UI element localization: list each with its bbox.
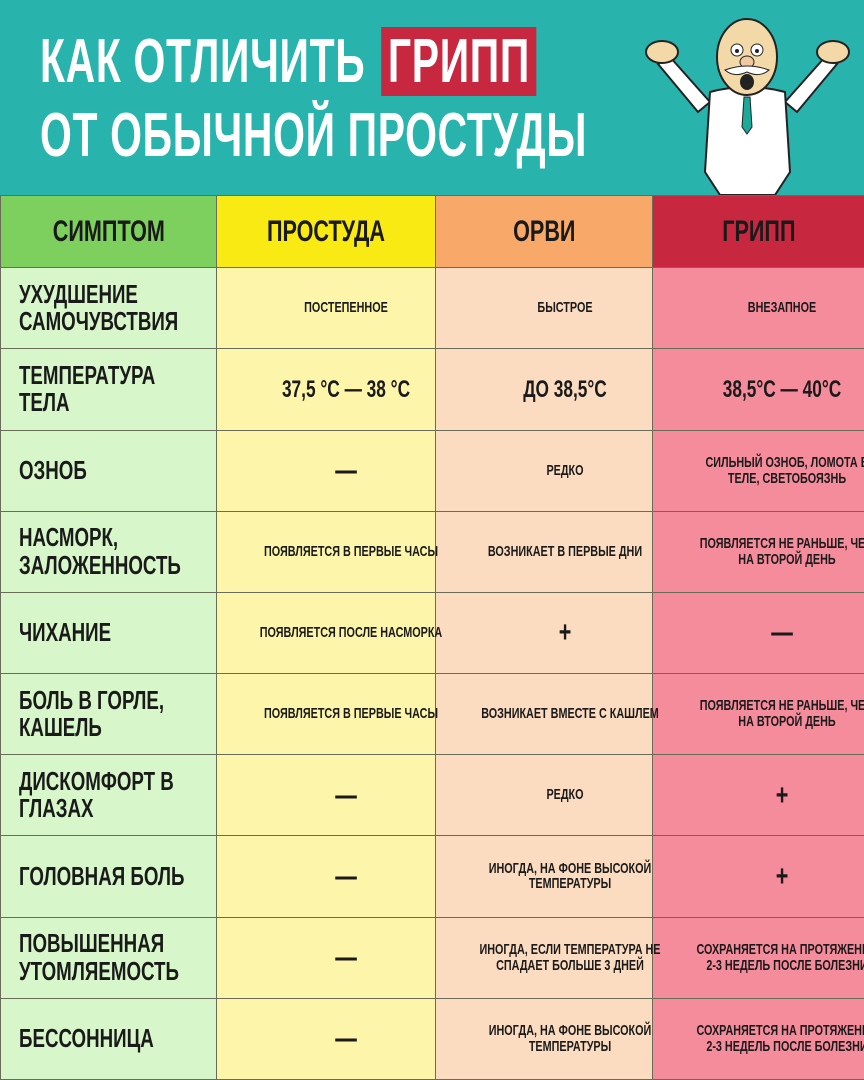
cold-cell: 37,5 °С — 38 °С [216, 348, 436, 431]
header-cold: ПРОСТУДА [216, 194, 436, 269]
table-row: ЧИХАНИЕ ПОЯВЛЯЕТСЯ ПОСЛЕ НАСМОРКА + — [0, 591, 864, 675]
table-row: ДИСКОМФОРТ В ГЛАЗАХ — РЕДКО + [0, 754, 864, 837]
flu-cell: СОХРАНЯЕТСЯ НА ПРОТЯЖЕННИ 2-3 НЕДЕЛЬ ПОС… [652, 916, 864, 999]
symptom-cell: БОЛЬ В ГОРЛЕ, КАШЕЛЬ [0, 673, 217, 756]
table-row: УХУДШЕНИЕ САМОЧУВСТВИЯ ПОСТЕПЕННОЕ БЫСТРОЕ… [0, 267, 864, 350]
flu-cell: + [652, 835, 864, 918]
arvi-cell: ИНОГДА, НА ФОНЕ ВЫСОКОЙ ТЕМПЕРАТУРЫ [435, 997, 653, 1080]
header-arvi: ОРВИ [435, 194, 653, 269]
doctor-illustration [645, 18, 850, 195]
title-line-1: КАК ОТЛИЧИТЬ ГРИПП [40, 26, 537, 97]
cold-cell: ПОЯВЛЯЕТСЯ В ПЕРВЫЕ ЧАСЫ [216, 673, 438, 756]
flu-cell: — [652, 591, 864, 675]
table-row: ОЗНОБ — РЕДКО СИЛЬНЫЙ ОЗНОБ, ЛОМОТА В ТЕЛЕ,… [0, 429, 864, 512]
cold-cell: ПОЯВЛЯЕТСЯ ПОСЛЕ НАСМОРКА [216, 591, 442, 675]
table-row: БЕССОННИЦА — ИНОГДА, НА ФОНЕ ВЫСОКОЙ ТЕМПЕ… [0, 997, 864, 1080]
header-flu: ГРИПП [652, 194, 864, 269]
symptom-cell: ГОЛОВНАЯ БОЛЬ [0, 835, 217, 918]
title-highlight: ГРИПП [381, 27, 537, 96]
cold-cell: — [216, 429, 436, 512]
table-row: ГОЛОВНАЯ БОЛЬ — ИНОГДА, НА ФОНЕ ВЫСОКОЙ ТЕ… [0, 835, 864, 918]
table-row: БОЛЬ В ГОРЛЕ, КАШЕЛЬ ПОЯВЛЯЕТСЯ В ПЕРВЫЕ … [0, 673, 864, 756]
symptom-cell: НАСМОРК, ЗАЛОЖЕННОСТЬ [0, 510, 217, 593]
table-row: ПОВЫШЕННАЯ УТОМЛЯЕМОСТЬ — ИНОГДА, ЕСЛИ ТЕМ… [0, 916, 864, 999]
header-banner: КАК ОТЛИЧИТЬ ГРИПП ОТ ОБЫЧНОЙ ПРОСТУДЫ [0, 0, 864, 195]
symptom-cell: УХУДШЕНИЕ САМОЧУВСТВИЯ [0, 267, 217, 350]
symptom-cell: БЕССОННИЦА [0, 997, 217, 1080]
arvi-cell: БЫСТРОЕ [435, 267, 653, 350]
cold-cell: ПОСТЕПЕННОЕ [216, 267, 436, 350]
arvi-cell: ВОЗНИКАЕТ ВМЕСТЕ С КАШЛЕМ [435, 673, 659, 756]
cold-cell: — [216, 997, 436, 1080]
flu-cell: СОХРАНЯЕТСЯ НА ПРОТЯЖЕННИ 2-3 НЕДЕЛЬ ПОС… [652, 997, 864, 1080]
arvi-cell: ВОЗНИКАЕТ В ПЕРВЫЕ ДНИ [435, 510, 653, 593]
table-header-row: СИМПТОМ ПРОСТУДА ОРВИ ГРИПП [0, 194, 864, 269]
flu-cell: ПОЯВЛЯЕТСЯ НЕ РАНЬШЕ, ЧЕМ НА ВТОРОЙ ДЕНЬ [652, 673, 864, 756]
symptom-cell: ПОВЫШЕННАЯ УТОМЛЯЕМОСТЬ [0, 916, 217, 999]
title-text: КАК ОТЛИЧИТЬ [40, 27, 366, 96]
arvi-cell: + [435, 591, 653, 675]
arvi-cell: ИНОГДА, НА ФОНЕ ВЫСОКОЙ ТЕМПЕРАТУРЫ [435, 835, 653, 918]
symptom-cell: ЧИХАНИЕ [0, 591, 217, 675]
arvi-cell: РЕДКО [435, 429, 653, 512]
flu-cell: ВНЕЗАПНОЕ [652, 267, 864, 350]
arvi-cell: ИНОГДА, ЕСЛИ ТЕМПЕРАТУРА НЕ СПАДАЕТ БОЛЬ… [435, 916, 661, 999]
comparison-table: СИМПТОМ ПРОСТУДА ОРВИ ГРИПП УХУДШЕНИЕ СА… [0, 194, 864, 1080]
symptom-cell: ОЗНОБ [0, 429, 217, 512]
cold-cell: — [216, 916, 436, 999]
arvi-cell: ДО 38,5°С [435, 348, 653, 431]
cold-cell: — [216, 754, 436, 837]
title-line-2: ОТ ОБЫЧНОЙ ПРОСТУДЫ [40, 101, 588, 170]
flu-cell: ПОЯВЛЯЕТСЯ НЕ РАНЬШЕ, ЧЕМ НА ВТОРОЙ ДЕНЬ [652, 510, 864, 593]
cold-cell: — [216, 835, 436, 918]
flu-cell: СИЛЬНЫЙ ОЗНОБ, ЛОМОТА В ТЕЛЕ, СВЕТОБОЯЗН… [652, 429, 864, 512]
symptom-cell: ДИСКОМФОРТ В ГЛАЗАХ [0, 754, 217, 837]
flu-cell: 38,5°С — 40°С [652, 348, 864, 431]
cold-cell: ПОЯВЛЯЕТСЯ В ПЕРВЫЕ ЧАСЫ [216, 510, 438, 593]
table-row: НАСМОРК, ЗАЛОЖЕННОСТЬ ПОЯВЛЯЕТСЯ В ПЕРВЫЕ… [0, 510, 864, 593]
flu-cell: + [652, 754, 864, 837]
symptom-cell: ТЕМПЕРАТУРА ТЕЛА [0, 348, 217, 431]
arvi-cell: РЕДКО [435, 754, 653, 837]
header-symptom: СИМПТОМ [0, 194, 217, 269]
table-row: ТЕМПЕРАТУРА ТЕЛА 37,5 °С — 38 °С ДО 38,5°С… [0, 348, 864, 431]
